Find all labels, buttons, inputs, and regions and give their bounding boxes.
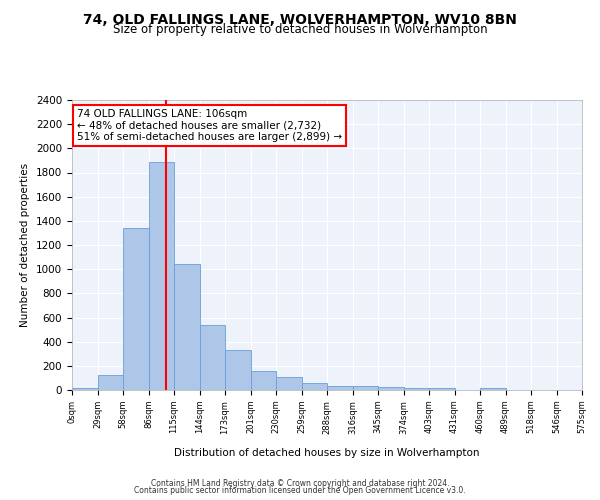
Bar	[251, 370, 276, 390]
Bar	[378, 387, 404, 390]
Bar	[174, 264, 199, 390]
Bar	[480, 388, 505, 390]
Bar	[302, 383, 327, 390]
Bar	[149, 162, 174, 390]
Bar	[429, 388, 455, 390]
Bar	[123, 228, 149, 390]
Text: Distribution of detached houses by size in Wolverhampton: Distribution of detached houses by size …	[174, 448, 480, 458]
Bar	[199, 325, 225, 390]
Bar	[353, 386, 378, 390]
Bar	[97, 375, 123, 390]
Text: Contains public sector information licensed under the Open Government Licence v3: Contains public sector information licen…	[134, 486, 466, 495]
Text: 74 OLD FALLINGS LANE: 106sqm
← 48% of detached houses are smaller (2,732)
51% of: 74 OLD FALLINGS LANE: 106sqm ← 48% of de…	[77, 108, 342, 142]
Text: 74, OLD FALLINGS LANE, WOLVERHAMPTON, WV10 8BN: 74, OLD FALLINGS LANE, WOLVERHAMPTON, WV…	[83, 12, 517, 26]
Bar	[327, 386, 353, 390]
Bar	[404, 388, 429, 390]
Bar	[276, 376, 302, 390]
Text: Size of property relative to detached houses in Wolverhampton: Size of property relative to detached ho…	[113, 22, 487, 36]
Bar	[225, 350, 251, 390]
Y-axis label: Number of detached properties: Number of detached properties	[20, 163, 31, 327]
Text: Contains HM Land Registry data © Crown copyright and database right 2024.: Contains HM Land Registry data © Crown c…	[151, 478, 449, 488]
Bar	[72, 388, 97, 390]
